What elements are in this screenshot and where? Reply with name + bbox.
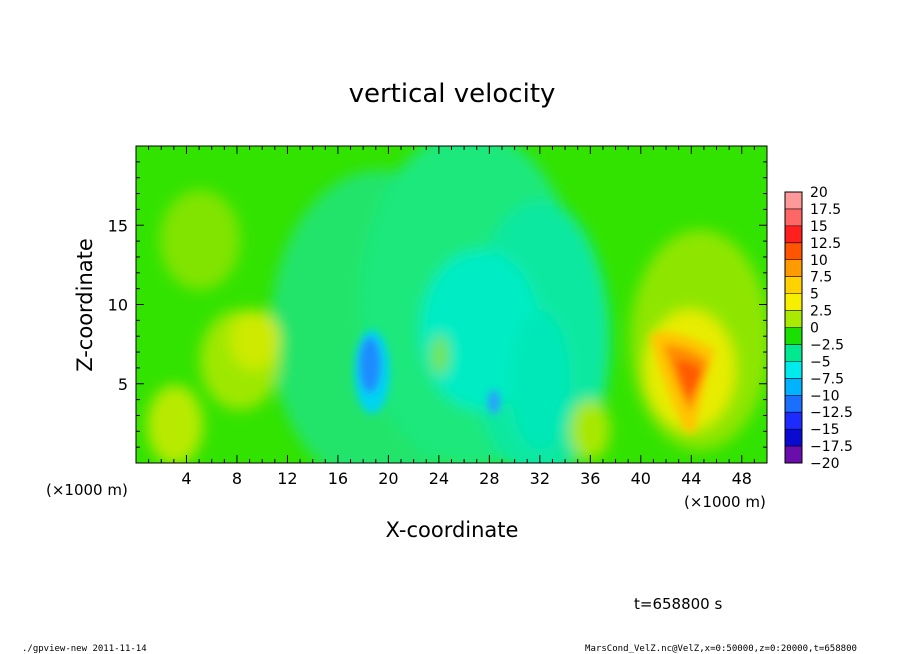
field-blob-updraft-left-upper [160, 190, 240, 290]
x-axis-label: X-coordinate [386, 518, 519, 542]
x-unit-right: (×1000 m) [684, 493, 766, 511]
colorbar-label: 2.5 [810, 304, 832, 320]
x-tick-label: 16 [328, 469, 348, 488]
colorbar-label: −20 [810, 456, 840, 472]
colorbar-label: 17.5 [810, 202, 841, 218]
colorbar-swatch [785, 242, 802, 261]
x-tick-label: 48 [732, 469, 752, 488]
time-annotation: t=658800 s [634, 595, 722, 613]
x-unit-left: (×1000 m) [46, 481, 128, 499]
colorbar-label: −17.5 [810, 439, 853, 455]
colorbar-swatch [785, 446, 802, 464]
colorbar-label: 20 [810, 185, 828, 201]
downdraft-core-inner [359, 337, 381, 393]
colorbar-swatch [785, 259, 802, 278]
colorbar-label: 7.5 [810, 270, 832, 286]
field-blob-updraft-x36 [570, 400, 610, 460]
colorbar-label: 0 [810, 321, 819, 337]
colorbar-swatch [785, 412, 802, 430]
colorbar-swatch [785, 192, 802, 210]
colorbar-label: −5 [810, 354, 831, 370]
colorbar-label: −2.5 [810, 337, 844, 353]
colorbar-label: 12.5 [810, 236, 841, 252]
y-axis: 5 10 15 [108, 161, 767, 448]
colorbar-swatch [785, 276, 802, 295]
colorbar: 2017.51512.5107.552.50−2.5−5−7.5−10−12.5… [784, 185, 853, 472]
x-tick-label: 44 [681, 469, 701, 488]
field-cores [354, 330, 715, 434]
field-blob-updraft-x24 [432, 335, 448, 375]
colorbar-label: −15 [810, 422, 840, 438]
colorbar-swatch [785, 395, 802, 413]
heatmap-field [136, 146, 767, 463]
x-tick-label: 24 [429, 469, 449, 488]
colorbar-label: −7.5 [810, 371, 844, 387]
field-blob-updraft-left-low [147, 385, 203, 463]
colorbar-label: 15 [810, 219, 828, 235]
downdraft-small-core [488, 390, 500, 414]
colorbar-label: −10 [810, 388, 840, 404]
x-tick-label: 36 [580, 469, 600, 488]
x-tick-label: 40 [631, 469, 651, 488]
x-tick-label: 28 [479, 469, 499, 488]
colorbar-label: 10 [810, 253, 828, 269]
footer-left: ./gpview-new 2011-11-14 [22, 644, 147, 654]
colorbar-swatch [785, 310, 802, 328]
chart-title: vertical velocity [349, 79, 556, 109]
x-tick-label: 20 [378, 469, 398, 488]
colorbar-swatch [785, 208, 802, 227]
field-blob-cyan-right [510, 310, 570, 450]
colorbar-swatch [785, 293, 802, 312]
footer-right: MarsCond_VelZ.nc@VelZ,x=0:50000,z=0:2000… [585, 644, 857, 654]
y-tick-label: 10 [108, 296, 128, 315]
colorbar-label: −12.5 [810, 405, 853, 421]
colorbar-swatch [785, 361, 802, 379]
x-axis: 4 8 12 16 20 24 28 32 36 40 44 48 [148, 146, 755, 488]
y-tick-label: 15 [108, 216, 128, 235]
colorbar-swatch [785, 327, 802, 345]
colorbar-swatch [785, 378, 802, 396]
x-tick-label: 12 [277, 469, 297, 488]
x-tick-label: 8 [232, 469, 242, 488]
y-tick-label: 5 [118, 375, 128, 394]
colorbar-swatch [785, 429, 802, 447]
colorbar-label: 5 [810, 287, 819, 303]
x-tick-label: 4 [181, 469, 191, 488]
field-blob-updraft-left-core [230, 310, 280, 370]
y-axis-label: Z-coordinate [73, 238, 97, 372]
x-tick-label: 32 [530, 469, 550, 488]
field-blobs [147, 146, 767, 463]
colorbar-swatch [785, 225, 802, 244]
field-blob-cyan-center [420, 250, 540, 410]
updraft-core-inner [676, 360, 702, 400]
colorbar-swatch [785, 344, 802, 362]
